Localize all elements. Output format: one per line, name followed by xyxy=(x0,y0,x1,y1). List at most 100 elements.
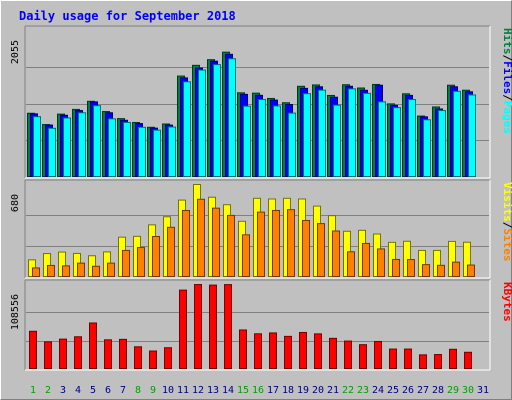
bar-pages-day-16 xyxy=(258,99,266,177)
legend-pages: Pages xyxy=(501,101,512,134)
x-tick-label-25: 25 xyxy=(387,385,399,396)
x-tick-label-4: 4 xyxy=(75,385,81,396)
bar-kbytes-day-18 xyxy=(284,335,292,369)
x-tick-label-27: 27 xyxy=(417,385,429,396)
x-tick-label-31: 31 xyxy=(477,385,489,396)
bar-pages-day-30 xyxy=(468,94,476,177)
legend-files: Files xyxy=(501,61,512,94)
y-max-label: 108556 xyxy=(10,294,21,330)
bar-kbytes-day-27 xyxy=(419,354,427,369)
x-tick-label-18: 18 xyxy=(282,385,294,396)
legend-separator: / xyxy=(501,94,512,101)
bar-kbytes-day-8 xyxy=(134,346,142,369)
bar-sites-day-15 xyxy=(242,234,250,277)
bar-sites-day-1 xyxy=(32,267,40,278)
bar-kbytes-day-25 xyxy=(389,348,397,369)
bar-kbytes-day-6 xyxy=(104,339,112,369)
x-tick-label-19: 19 xyxy=(297,385,309,396)
x-tick-label-29: 29 xyxy=(447,385,459,396)
legend-kbytes: KBytes xyxy=(501,282,512,322)
x-tick-label-2: 2 xyxy=(45,385,51,396)
bar-pages-day-26 xyxy=(408,99,416,177)
bar-pages-day-17 xyxy=(273,105,281,177)
bar-kbytes-day-5 xyxy=(89,322,97,369)
bar-pages-day-27 xyxy=(423,119,431,178)
x-tick-label-24: 24 xyxy=(372,385,384,396)
bar-kbytes-day-24 xyxy=(374,340,382,369)
x-tick-label-17: 17 xyxy=(267,385,279,396)
bar-sites-day-18 xyxy=(287,209,295,277)
bar-kbytes-day-13 xyxy=(209,284,217,369)
bar-kbytes-day-23 xyxy=(359,344,367,370)
bar-kbytes-day-20 xyxy=(314,333,322,370)
bar-kbytes-day-10 xyxy=(164,347,172,369)
x-tick-label-1: 1 xyxy=(30,385,36,396)
x-tick-label-7: 7 xyxy=(120,385,126,396)
x-tick-label-30: 30 xyxy=(462,385,474,396)
bar-kbytes-day-3 xyxy=(59,338,67,369)
bar-kbytes-day-17 xyxy=(269,332,277,370)
bar-kbytes-day-11 xyxy=(179,289,187,369)
bar-pages-day-23 xyxy=(363,92,371,177)
bar-pages-day-2 xyxy=(48,127,56,177)
bar-sites-day-4 xyxy=(77,262,85,278)
bar-pages-day-10 xyxy=(168,126,176,177)
bar-pages-day-8 xyxy=(138,126,146,177)
bar-kbytes-day-1 xyxy=(29,330,37,369)
bar-pages-day-6 xyxy=(108,118,116,177)
bar-sites-day-8 xyxy=(137,247,145,277)
bar-kbytes-day-12 xyxy=(194,284,202,370)
bar-sites-day-5 xyxy=(92,265,100,278)
bar-sites-day-27 xyxy=(422,264,430,277)
bar-sites-day-30 xyxy=(467,264,475,278)
x-tick-label-5: 5 xyxy=(90,385,96,396)
bar-kbytes-day-2 xyxy=(44,341,52,370)
bar-sites-day-16 xyxy=(257,211,265,277)
bar-sites-day-29 xyxy=(452,261,460,277)
bar-kbytes-day-21 xyxy=(329,337,337,370)
bar-pages-day-11 xyxy=(183,81,191,177)
bar-pages-day-4 xyxy=(78,112,86,177)
panel-middle: 680 Visits/Sites xyxy=(10,179,512,279)
bar-sites-day-24 xyxy=(377,248,385,278)
legend-separator: / xyxy=(501,55,512,62)
bar-kbytes-day-15 xyxy=(239,329,247,369)
x-tick-label-22: 22 xyxy=(342,385,354,396)
bar-pages-day-15 xyxy=(243,105,251,177)
bar-sites-day-10 xyxy=(167,226,175,278)
bar-sites-day-21 xyxy=(332,230,340,277)
x-tick-label-21: 21 xyxy=(327,385,339,396)
x-tick-label-23: 23 xyxy=(357,385,369,396)
bar-sites-day-19 xyxy=(302,219,310,277)
legend-sites: Sites xyxy=(501,228,512,261)
bar-sites-day-13 xyxy=(212,207,220,277)
bar-pages-day-21 xyxy=(333,104,341,177)
legend-hits: Hits xyxy=(501,28,512,55)
bar-pages-day-28 xyxy=(438,110,446,177)
chart-title: Daily usage for September 2018 xyxy=(19,9,236,23)
x-tick-label-13: 13 xyxy=(207,385,219,396)
x-tick-label-9: 9 xyxy=(150,385,156,396)
x-tick-label-8: 8 xyxy=(135,385,141,396)
bar-pages-day-3 xyxy=(63,117,71,177)
legend-visits: Visits xyxy=(501,182,512,222)
x-tick-label-14: 14 xyxy=(222,385,234,396)
bar-sites-day-28 xyxy=(437,264,445,278)
x-tick-label-11: 11 xyxy=(177,385,189,396)
x-tick-label-28: 28 xyxy=(432,385,444,396)
x-tick-label-12: 12 xyxy=(192,385,204,396)
bar-pages-day-29 xyxy=(453,90,461,177)
bar-sites-day-3 xyxy=(62,265,70,277)
bar-sites-day-23 xyxy=(362,242,370,277)
bar-sites-day-12 xyxy=(197,198,205,277)
bar-sites-day-17 xyxy=(272,209,280,277)
bar-kbytes-day-4 xyxy=(74,336,82,370)
bar-kbytes-day-9 xyxy=(149,350,157,369)
bar-pages-day-14 xyxy=(228,58,236,177)
x-tick-label-3: 3 xyxy=(60,385,66,396)
bar-sites-day-2 xyxy=(47,264,55,277)
x-tick-label-10: 10 xyxy=(162,385,174,396)
legend: Visits/Sites xyxy=(501,182,512,262)
bar-pages-day-24 xyxy=(378,101,386,177)
